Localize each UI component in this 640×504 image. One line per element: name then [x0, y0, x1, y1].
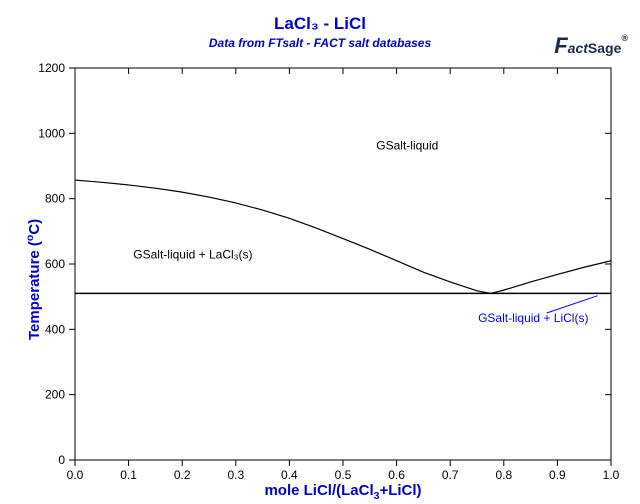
svg-text:0.4: 0.4 [281, 468, 298, 482]
phase-diagram-plot: 0.0 0.1 0.2 0.3 0.4 0.5 0.6 0.7 0.8 0.9 1.0 0 200 400… [0, 0, 640, 504]
svg-text:0.8: 0.8 [495, 468, 512, 482]
svg-text:0.0: 0.0 [67, 468, 84, 482]
svg-text:400: 400 [45, 322, 65, 336]
svg-text:1000: 1000 [38, 126, 65, 140]
svg-text:600: 600 [45, 257, 65, 271]
svg-text:0.6: 0.6 [388, 468, 405, 482]
svg-text:GSalt-liquid: GSalt-liquid [376, 139, 438, 153]
svg-text:200: 200 [45, 388, 65, 402]
svg-text:GSalt-liquid + LiCl(s): GSalt-liquid + LiCl(s) [478, 311, 588, 325]
svg-text:GSalt-liquid + LaCl₃(s): GSalt-liquid + LaCl₃(s) [133, 247, 252, 261]
svg-text:0.7: 0.7 [442, 468, 459, 482]
svg-text:1.0: 1.0 [603, 468, 620, 482]
svg-text:800: 800 [45, 192, 65, 206]
svg-text:1200: 1200 [38, 61, 65, 75]
svg-text:0: 0 [58, 453, 65, 467]
svg-text:0.1: 0.1 [120, 468, 137, 482]
svg-text:0.9: 0.9 [549, 468, 566, 482]
svg-text:0.5: 0.5 [335, 468, 352, 482]
svg-text:0.3: 0.3 [227, 468, 244, 482]
svg-text:0.2: 0.2 [174, 468, 191, 482]
